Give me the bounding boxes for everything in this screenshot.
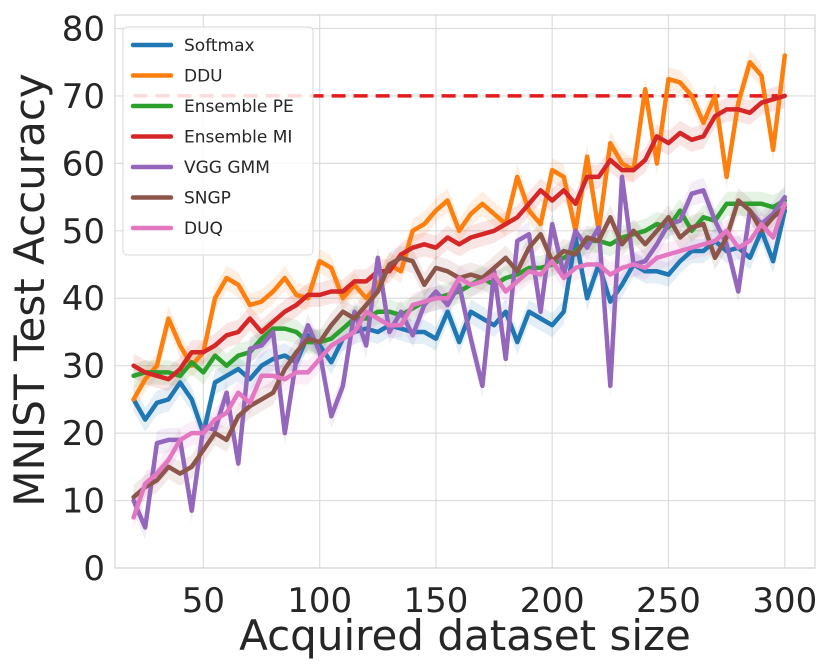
y-axis-label: MNIST Test Accuracy xyxy=(5,73,54,507)
y-tick-label: 30 xyxy=(62,347,105,387)
series-lines xyxy=(131,53,788,530)
y-tick-label: 20 xyxy=(62,414,105,454)
legend-label: SNGP xyxy=(184,189,231,209)
x-tick-label: 150 xyxy=(403,581,468,621)
series-line-ddu xyxy=(131,53,788,402)
y-tick-label: 50 xyxy=(62,212,105,252)
x-tick-label: 300 xyxy=(752,581,817,621)
y-tick-label: 40 xyxy=(62,279,105,319)
y-tick-label: 60 xyxy=(62,144,105,184)
y-tick-label: 0 xyxy=(83,549,105,589)
x-axis-label: Acquired dataset size xyxy=(239,611,691,660)
legend-label: Ensemble MI xyxy=(184,128,292,148)
x-tick-label: 200 xyxy=(520,581,585,621)
y-tick-label: 80 xyxy=(62,9,105,49)
legend-label: Ensemble PE xyxy=(184,97,294,117)
legend-label: Softmax xyxy=(184,36,255,56)
series-line-duq xyxy=(131,201,788,520)
plot-frame xyxy=(114,14,816,569)
x-tick-labels: 50 100 150 200 250 300 xyxy=(182,581,817,621)
legend-label: DUQ xyxy=(184,219,223,239)
legend: Softmax DDU Ensemble PE Ensemble MI VGG GMM S… xyxy=(122,26,314,256)
band-duq xyxy=(133,191,785,530)
series-line-vgg-gmm xyxy=(131,174,788,530)
band-vgg-gmm xyxy=(133,164,785,540)
series-line-ensemble-mi xyxy=(131,93,788,382)
series-line-softmax xyxy=(131,208,788,436)
x-tick-label: 100 xyxy=(287,581,352,621)
legend-label: DDU xyxy=(184,67,223,87)
x-tick-label: 50 xyxy=(182,581,225,621)
x-tick-label: 250 xyxy=(636,581,701,621)
legend-label: VGG GMM xyxy=(184,158,270,178)
y-tick-labels: 0 10 20 30 40 50 60 70 80 xyxy=(62,9,105,589)
y-tick-label: 70 xyxy=(62,77,105,117)
y-tick-label: 10 xyxy=(62,482,105,522)
